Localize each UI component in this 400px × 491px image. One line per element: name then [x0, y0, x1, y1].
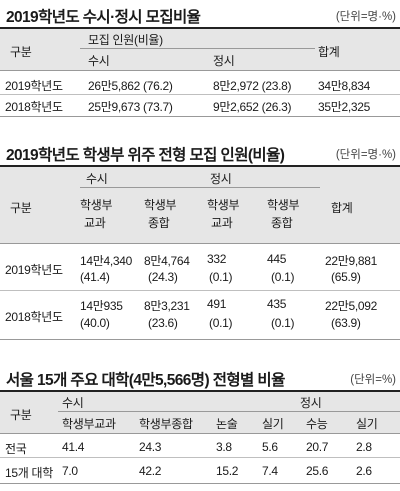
- bottom-rule: [0, 339, 400, 340]
- row-label: 2018학년도: [5, 310, 63, 324]
- group-rule: [58, 411, 400, 412]
- top-bar: [0, 390, 400, 392]
- row-label: 전국: [5, 442, 27, 456]
- table-title: 2019학년도 학생부 위주 전형 모집 인원(비율): [6, 147, 285, 164]
- cell-value: 41.4: [62, 440, 85, 454]
- cell-value: 2.6: [356, 464, 372, 478]
- header-band: [0, 29, 400, 70]
- cell-value: 332: [207, 252, 227, 266]
- top-bar: [0, 165, 400, 167]
- cell-value: 491: [207, 297, 227, 311]
- bottom-rule: [0, 116, 400, 117]
- cell-total: 35만2,325: [318, 100, 371, 114]
- header-col: 교과: [211, 216, 233, 230]
- cell-ratio: (0.1): [209, 316, 233, 330]
- row-rule: [0, 457, 400, 458]
- header-col-jeongsi: 정시: [213, 54, 235, 68]
- cell-ratio: (23.6): [148, 316, 178, 330]
- cell-value: 15.2: [216, 464, 239, 478]
- table-title: 서울 15개 주요 대학(4만5,566명) 전형별 비율: [6, 372, 285, 389]
- row-label: 2018학년도: [5, 100, 63, 114]
- header-band: [0, 167, 400, 243]
- unit-label: (단위=명·%): [335, 11, 396, 23]
- header-group-jeongsi: 정시: [210, 172, 232, 186]
- header-col: 종합: [148, 216, 170, 230]
- cell-value: 7.4: [262, 464, 278, 478]
- cell-value: 42.2: [139, 464, 162, 478]
- table-seoul-15: 서울 15개 주요 대학(4만5,566명) 전형별 비율 (단위=%) 구분 …: [0, 353, 400, 491]
- header-group-susi: 수시: [62, 396, 84, 410]
- cell-value: 8만4,764: [144, 254, 190, 268]
- cell-ratio: (0.1): [271, 270, 295, 284]
- row-label: 15개 대학: [5, 466, 54, 480]
- cell-ratio: (24.3): [148, 270, 178, 284]
- header-col: 학생부종합: [139, 417, 193, 431]
- header-total: 합계: [318, 45, 340, 59]
- row-rule: [0, 94, 400, 95]
- cell-value: 20.7: [306, 440, 329, 454]
- header-label: 구분: [10, 201, 32, 215]
- table-admission-ratio: 2019학년도 수시·정시 모집비율 (단위=명·%) 구분 모집 인원(비율)…: [0, 0, 400, 118]
- cell-value: 445: [267, 252, 287, 266]
- header-col-susi: 수시: [88, 54, 110, 68]
- bottom-rule: [0, 483, 400, 484]
- cell-value: 3.8: [216, 440, 232, 454]
- cell-ratio: (40.0): [80, 316, 110, 330]
- table-student-record: 2019학년도 학생부 위주 전형 모집 인원(비율) (단위=명·%) 구분 …: [0, 132, 400, 347]
- cell-total: 22만5,092: [325, 299, 378, 313]
- header-group-jeongsi: 정시: [300, 396, 322, 410]
- unit-label: (단위=명·%): [335, 149, 396, 161]
- cell-ratio: (0.1): [271, 316, 295, 330]
- cell-value: 14만4,340: [80, 254, 133, 268]
- header-total: 합계: [331, 201, 353, 215]
- row-label: 2019학년도: [5, 263, 63, 277]
- cell-total: 34만8,834: [318, 79, 371, 93]
- cell-susi: 25만9,673 (73.7): [88, 100, 173, 114]
- header-group-susi: 수시: [86, 172, 108, 186]
- cell-total-ratio: (63.9): [331, 316, 361, 330]
- cell-jeongsi: 9만2,652 (26.3): [213, 100, 292, 114]
- cell-total-ratio: (65.9): [331, 270, 361, 284]
- header-col: 학생부: [144, 198, 177, 212]
- header-band: [0, 392, 400, 433]
- group-rule: [80, 48, 315, 49]
- header-col: 학생부: [207, 198, 240, 212]
- header-col: 종합: [271, 216, 293, 230]
- cell-jeongsi: 8만2,972 (23.8): [213, 79, 292, 93]
- cell-value: 14만935: [80, 299, 123, 313]
- top-bar: [0, 27, 400, 29]
- header-col: 수능: [306, 417, 328, 431]
- group-rule: [80, 187, 320, 188]
- header-col: 교과: [84, 216, 106, 230]
- header-rule: [0, 70, 400, 71]
- header-rule: [0, 433, 400, 434]
- header-group: 모집 인원(비율): [88, 33, 163, 47]
- cell-value: 5.6: [262, 440, 278, 454]
- cell-ratio: (41.4): [80, 270, 110, 284]
- cell-value: 24.3: [139, 440, 162, 454]
- cell-value: 8만3,231: [144, 299, 190, 313]
- header-rule: [0, 243, 400, 244]
- row-rule: [0, 290, 400, 291]
- cell-value: 435: [267, 297, 287, 311]
- header-col: 논술: [216, 417, 238, 431]
- cell-value: 2.8: [356, 440, 372, 454]
- cell-susi: 26만5,862 (76.2): [88, 79, 173, 93]
- header-col: 실기: [262, 417, 284, 431]
- header-col: 실기: [356, 417, 378, 431]
- header-label: 구분: [10, 45, 32, 59]
- header-label: 구분: [10, 408, 32, 422]
- table-title: 2019학년도 수시·정시 모집비율: [6, 9, 201, 26]
- unit-label: (단위=%): [350, 374, 396, 386]
- cell-ratio: (0.1): [209, 270, 233, 284]
- cell-value: 25.6: [306, 464, 329, 478]
- cell-total: 22만9,881: [325, 254, 378, 268]
- header-col: 학생부: [80, 198, 113, 212]
- cell-value: 7.0: [62, 464, 78, 478]
- header-col: 학생부: [267, 198, 300, 212]
- header-col: 학생부교과: [62, 417, 116, 431]
- row-label: 2019학년도: [5, 79, 63, 93]
